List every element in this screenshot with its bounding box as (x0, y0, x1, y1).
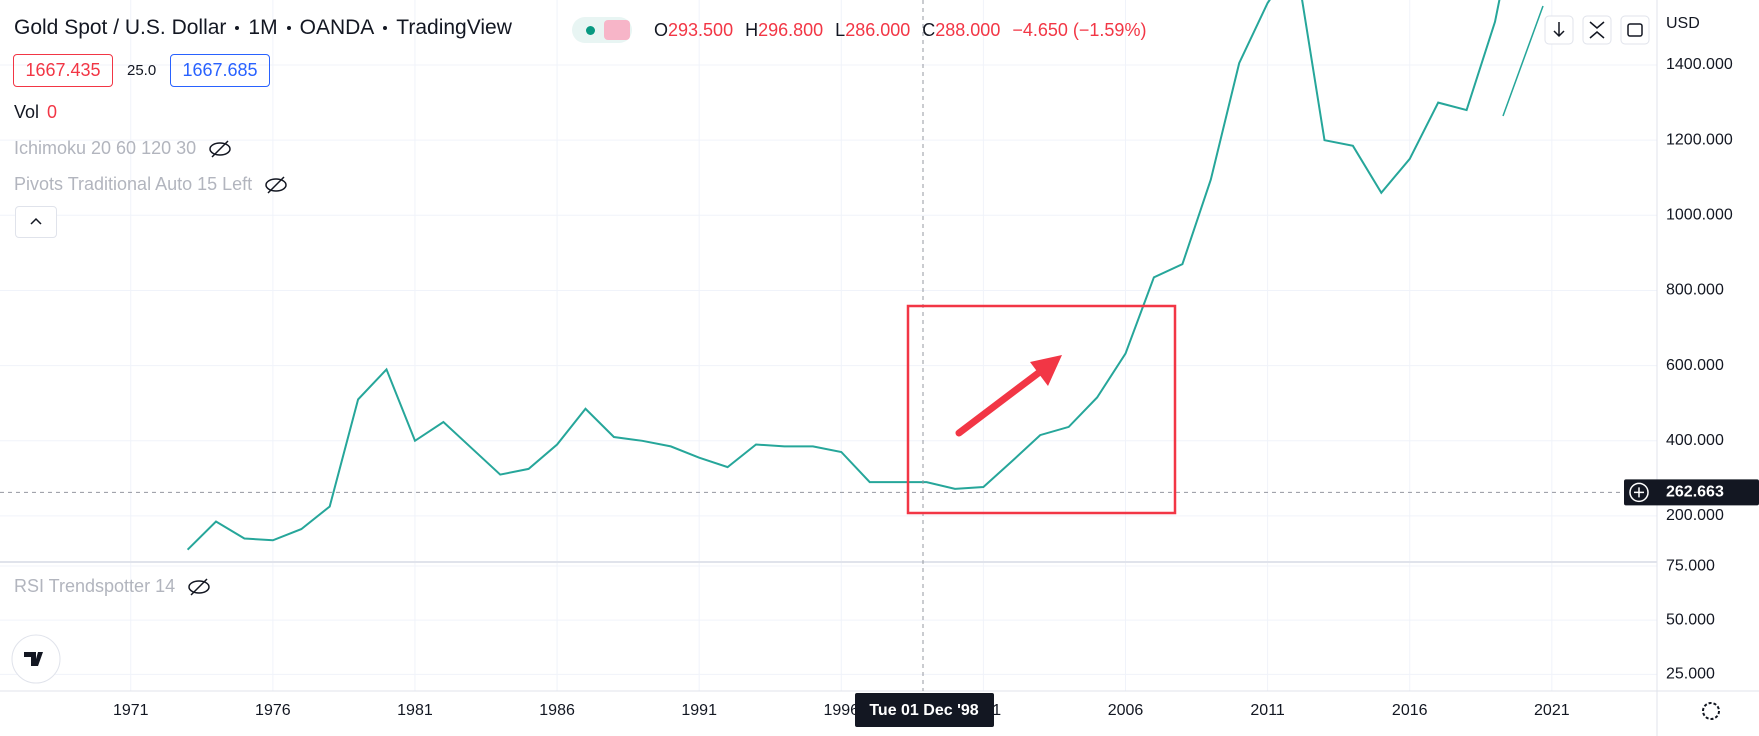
market-status (586, 26, 595, 35)
volume-legend: Vol 0 (14, 102, 57, 123)
symbol: Gold Spot / U.S. Dollar (14, 16, 227, 39)
settings-icon[interactable] (1702, 702, 1720, 720)
x-tick-label: 1976 (255, 702, 291, 719)
separator (286, 26, 291, 30)
y-tick-label: 400.000 (1666, 432, 1724, 449)
interval[interactable]: 1M (248, 16, 278, 39)
buy-price[interactable]: 1667.685 (170, 54, 270, 87)
fullscreen-button[interactable] (1620, 15, 1650, 45)
x-tick-label: 2016 (1392, 702, 1428, 719)
rsi-tick-label: 50.000 (1666, 611, 1715, 628)
tv-logo-mark (24, 652, 43, 666)
price-change: −4.650 (−1.59%) (1012, 20, 1147, 40)
collapse-icon (1589, 21, 1605, 39)
x-tick-label: 1991 (681, 702, 717, 719)
y-tick-label: 1200.000 (1666, 131, 1733, 148)
x-tick-label: 2011 (1250, 702, 1285, 719)
x-tick-label: 1996 (823, 702, 859, 719)
current-price-badge (1624, 479, 1759, 506)
ohlc-key: H (745, 20, 759, 40)
y-tick-label: 1400.000 (1666, 56, 1733, 73)
highlight-box (906, 304, 1177, 515)
data-status (604, 20, 630, 40)
add-alert-plus (1634, 487, 1644, 498)
price-line (186, 0, 1501, 551)
volume-label: Vol (14, 102, 40, 122)
ohlc-values: O293.500 H296.800 L286.000 C288.000 −4.650 (… (654, 20, 1146, 41)
separator (235, 26, 240, 30)
ohlc-item: C288.000 (922, 20, 1000, 41)
hidden-icon[interactable] (208, 139, 232, 159)
y-tick-label: 800.000 (1666, 282, 1724, 299)
sell-price[interactable]: 1667.435 (13, 54, 113, 87)
ohlc-key: O (654, 20, 669, 40)
pane-separator (0, 561, 1657, 563)
y-tick-label: 1000.000 (1666, 207, 1733, 224)
ohlc-item: L286.000 (835, 20, 910, 41)
collapse-legend-button[interactable] (15, 206, 57, 238)
platform: TradingView (396, 16, 512, 39)
rsi-legend: RSI Trendspotter 14 (14, 576, 211, 597)
indicator-legend: Pivots Traditional Auto 15 Left (14, 174, 288, 195)
x-tick-label: 1986 (539, 702, 575, 719)
grid (0, 0, 1657, 691)
symbol-title: Gold Spot / U.S. Dollar 1M OANDA Trading… (14, 16, 512, 40)
ohlc-value: 296.800 (758, 20, 824, 40)
separator (383, 26, 388, 30)
volume-value: 0 (47, 102, 58, 122)
add-alert-icon[interactable] (1629, 482, 1649, 503)
indicator-name: Ichimoku 20 60 120 30 (14, 138, 197, 158)
scroll-icon (1553, 22, 1565, 38)
hidden-icon[interactable] (264, 175, 288, 195)
current-price-label: 262.663 (1666, 484, 1724, 501)
ohlc-value: 293.500 (668, 20, 734, 40)
annotation-arrow (955, 364, 1049, 437)
axes: 1971197619811986199119962001200620112016… (113, 56, 1733, 719)
x-tick-label: 2006 (1108, 702, 1144, 719)
ohlc-value: 286.000 (845, 20, 911, 40)
hidden-icon[interactable] (187, 577, 211, 597)
status-pill[interactable] (572, 17, 632, 43)
ohlc-value: 288.000 (935, 20, 1001, 40)
trend-line (1502, 5, 1544, 117)
rsi-tick-label: 75.000 (1666, 557, 1715, 574)
fullscreen-icon (1627, 23, 1643, 37)
indicator-name: RSI Trendspotter 14 (14, 576, 176, 596)
y-tick-label: 600.000 (1666, 357, 1724, 374)
crosshair-date: Tue 01 Dec '98 (869, 702, 978, 719)
collapse-button[interactable] (1582, 15, 1612, 45)
annotation-arrow-head (1030, 355, 1062, 386)
indicator-legend: Ichimoku 20 60 120 30 (14, 138, 232, 159)
indicator-name: Pivots Traditional Auto 15 Left (14, 174, 253, 194)
spread: 25.0 (127, 62, 157, 79)
ohlc-item: H296.800 (745, 20, 823, 41)
y-tick-label: 200.000 (1666, 507, 1724, 524)
x-tick-label: 1981 (397, 702, 433, 719)
x-tick-label: 2021 (1534, 702, 1570, 719)
crosshair-date-badge (855, 693, 994, 727)
ohlc-key: C (922, 20, 936, 40)
rsi-tick-label: 25.000 (1666, 666, 1715, 683)
plot (0, 0, 1657, 551)
currency[interactable]: USD (1666, 15, 1700, 32)
source: OANDA (299, 16, 375, 39)
ohlc-item: O293.500 (654, 20, 733, 41)
x-tick-label: 1971 (113, 702, 149, 719)
ohlc-key: L (835, 20, 846, 40)
